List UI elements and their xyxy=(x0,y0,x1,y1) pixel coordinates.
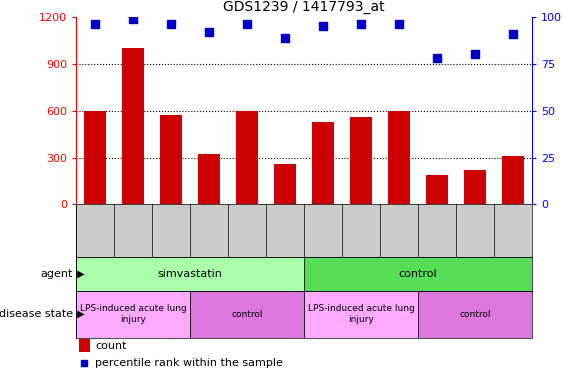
Bar xyxy=(304,291,418,338)
Bar xyxy=(160,116,182,204)
Text: LPS-induced acute lung
injury: LPS-induced acute lung injury xyxy=(307,304,414,324)
Point xyxy=(432,55,441,61)
Text: control: control xyxy=(231,310,263,319)
Bar xyxy=(79,339,90,352)
Text: count: count xyxy=(95,340,127,351)
Text: disease state: disease state xyxy=(0,309,73,319)
Point xyxy=(91,21,100,27)
Text: ▶: ▶ xyxy=(74,309,85,319)
Bar xyxy=(76,291,190,338)
Point xyxy=(319,23,328,29)
Bar xyxy=(122,48,144,204)
Point xyxy=(204,29,213,35)
Point xyxy=(243,21,252,27)
Point xyxy=(356,21,365,27)
Bar xyxy=(304,257,532,291)
Point xyxy=(280,34,289,40)
Text: LPS-induced acute lung
injury: LPS-induced acute lung injury xyxy=(79,304,186,324)
Bar xyxy=(235,111,258,204)
Bar xyxy=(274,164,296,204)
Bar xyxy=(312,122,334,204)
Text: control: control xyxy=(399,269,437,279)
Title: GDS1239 / 1417793_at: GDS1239 / 1417793_at xyxy=(223,0,385,15)
Bar xyxy=(502,156,525,204)
Bar xyxy=(198,154,221,204)
Bar xyxy=(350,117,373,204)
Text: simvastatin: simvastatin xyxy=(158,269,222,279)
Bar xyxy=(426,176,448,204)
Bar xyxy=(418,291,532,338)
Bar xyxy=(84,111,106,204)
Bar xyxy=(76,257,304,291)
Point xyxy=(471,51,480,57)
Bar xyxy=(464,170,486,204)
Point xyxy=(80,360,89,366)
Text: agent: agent xyxy=(41,269,73,279)
Text: control: control xyxy=(459,310,491,319)
Point xyxy=(167,21,176,27)
Bar xyxy=(190,291,304,338)
Point xyxy=(508,31,517,37)
Point xyxy=(395,21,404,27)
Text: ▶: ▶ xyxy=(74,269,85,279)
Bar xyxy=(387,111,410,204)
Text: percentile rank within the sample: percentile rank within the sample xyxy=(95,358,283,368)
Point xyxy=(128,16,137,22)
